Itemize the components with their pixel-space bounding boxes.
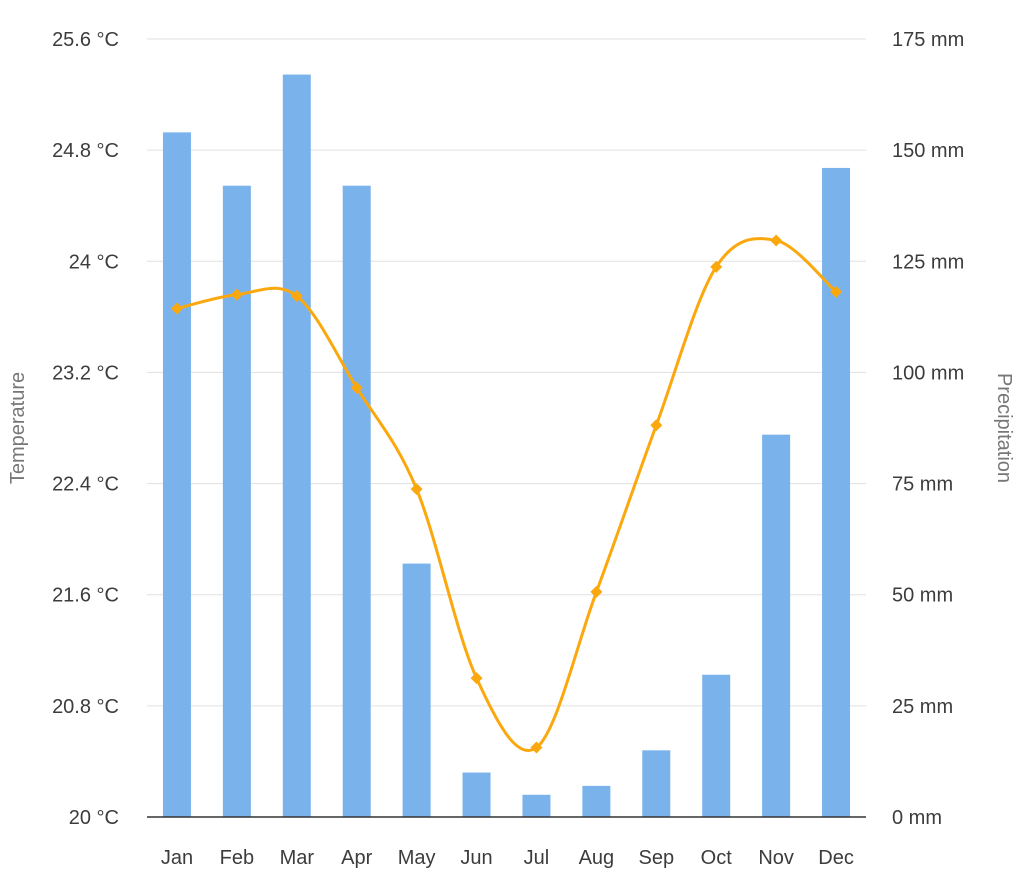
x-axis-tick-labels: Jan Feb Mar Apr May Jun Jul Aug Sep Oct Nov Dec	[161, 847, 854, 869]
right-axis-title: Precipitation	[993, 373, 1015, 483]
temperature-point	[770, 234, 783, 247]
temperature-line-group	[170, 234, 843, 754]
x-tick-label: Jun	[460, 847, 492, 869]
left-axis-tick-labels: 25.6 °C 24.8 °C 24 °C 23.2 °C 22.4 °C 21.6 °C…	[52, 29, 119, 829]
right-tick-label: 25 mm	[892, 696, 953, 718]
precipitation-bar	[522, 794, 551, 817]
precipitation-bar	[162, 132, 191, 818]
precipitation-bar	[702, 674, 731, 817]
temperature-point	[650, 419, 663, 432]
x-tick-label: Aug	[579, 847, 615, 869]
temperature-point	[530, 741, 543, 754]
left-tick-label: 23.2 °C	[52, 362, 119, 384]
temperature-point	[710, 260, 723, 273]
left-tick-label: 20 °C	[69, 807, 119, 829]
right-tick-label: 100 mm	[892, 362, 964, 384]
precipitation-bar	[342, 185, 371, 818]
temperature-point	[470, 672, 483, 685]
temperature-point	[230, 288, 243, 301]
x-tick-label: Jan	[161, 847, 193, 869]
temperature-point	[290, 290, 303, 303]
temperature-line	[176, 237, 838, 752]
right-tick-label: 75 mm	[892, 474, 953, 496]
precipitation-bar	[642, 750, 671, 817]
x-tick-label: Apr	[341, 847, 372, 869]
left-tick-label: 24.8 °C	[52, 140, 119, 162]
right-tick-label: 175 mm	[892, 29, 964, 51]
temperature-point	[170, 302, 183, 315]
x-tick-label: Mar	[280, 847, 315, 869]
precipitation-bar	[462, 772, 491, 817]
precipitation-bar	[822, 167, 851, 817]
left-tick-label: 22.4 °C	[52, 474, 119, 496]
gridlines	[147, 38, 866, 707]
temperature-point	[830, 285, 843, 298]
right-tick-label: 150 mm	[892, 140, 964, 162]
precipitation-bar	[222, 185, 251, 818]
precipitation-bar	[762, 434, 791, 817]
left-tick-label: 25.6 °C	[52, 29, 119, 51]
x-tick-label: Nov	[758, 847, 794, 869]
precipitation-bar	[402, 563, 431, 817]
x-tick-label: Oct	[701, 847, 733, 869]
temperature-point	[590, 585, 603, 598]
x-tick-label: Jul	[524, 847, 550, 869]
left-tick-label: 20.8 °C	[52, 696, 119, 718]
precipitation-bar	[282, 74, 311, 817]
x-tick-label: Dec	[818, 847, 854, 869]
temperature-point	[410, 483, 423, 496]
left-axis-title: Temperature	[7, 372, 29, 484]
x-tick-label: May	[398, 847, 436, 869]
x-tick-label: Feb	[220, 847, 254, 869]
precipitation-bar	[582, 785, 611, 817]
left-tick-label: 24 °C	[69, 251, 119, 273]
right-tick-label: 50 mm	[892, 585, 953, 607]
right-tick-label: 0 mm	[892, 807, 942, 829]
right-axis-tick-labels: 175 mm 150 mm 125 mm 100 mm 75 mm 50 mm 25 mm 0…	[892, 29, 964, 829]
right-tick-label: 125 mm	[892, 251, 964, 273]
temperature-point	[350, 381, 363, 394]
x-tick-label: Sep	[638, 847, 674, 869]
left-tick-label: 21.6 °C	[52, 585, 119, 607]
